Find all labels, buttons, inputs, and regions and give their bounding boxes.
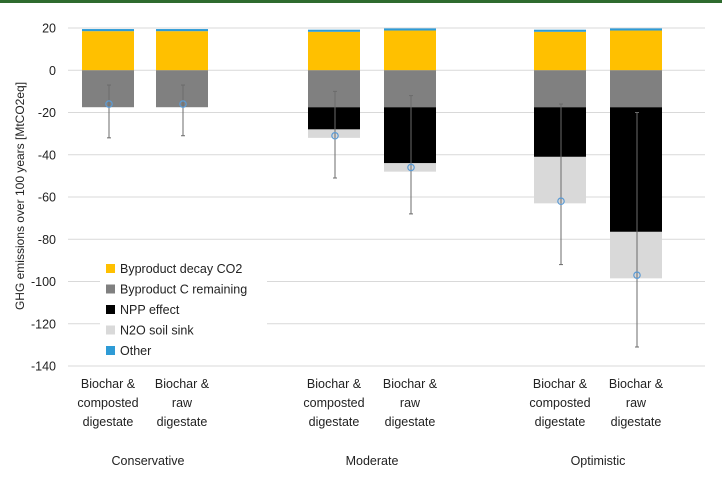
y-tick-label: 20 <box>42 22 56 36</box>
x-category-label: composted <box>529 396 590 410</box>
y-axis-label: GHG emissions over 100 years [MtCO2eq] <box>13 82 27 310</box>
legend-swatch <box>106 305 115 314</box>
y-tick-label: -60 <box>38 191 56 205</box>
legend-entry: N2O soil sink <box>120 324 194 338</box>
bar-segment <box>610 30 662 71</box>
x-category-label: digestate <box>611 415 662 429</box>
y-tick-label: 0 <box>49 64 56 78</box>
y-tick-label: -140 <box>31 360 56 374</box>
x-category-label: raw <box>626 396 647 410</box>
bar-segment <box>534 31 586 71</box>
bar-segment <box>308 31 360 71</box>
y-tick-label: -120 <box>31 317 56 331</box>
bar-segment <box>82 29 134 32</box>
x-category-label: composted <box>303 396 364 410</box>
x-category-label: digestate <box>157 415 208 429</box>
net-marker <box>179 100 187 108</box>
x-category-label: raw <box>172 396 193 410</box>
x-category-label: digestate <box>385 415 436 429</box>
group-label: Moderate <box>346 454 399 468</box>
y-tick-label: -40 <box>38 148 56 162</box>
net-marker <box>105 100 113 108</box>
bar-segment <box>534 29 586 32</box>
x-category-label: digestate <box>535 415 586 429</box>
x-category-label: raw <box>400 396 421 410</box>
legend-entry: Byproduct decay CO2 <box>120 262 242 276</box>
bar-segment <box>156 70 208 108</box>
legend-entry: NPP effect <box>120 303 180 317</box>
bar-segment <box>384 70 436 108</box>
net-marker <box>633 271 641 279</box>
x-category-label: Biochar & <box>533 377 588 391</box>
bar-segment <box>308 129 360 138</box>
x-category-label: Biochar & <box>155 377 210 391</box>
x-category-label: digestate <box>83 415 134 429</box>
bar-segment <box>308 29 360 32</box>
bar-segment <box>610 28 662 31</box>
bar-segment <box>156 31 208 71</box>
bar-segment <box>384 30 436 71</box>
legend-entry: Byproduct C remaining <box>120 283 247 297</box>
bar-segment <box>82 70 134 108</box>
y-tick-label: -100 <box>31 275 56 289</box>
bar-segment <box>534 70 586 108</box>
legend-swatch <box>106 264 115 273</box>
y-tick-label: -20 <box>38 106 56 120</box>
net-marker <box>331 131 339 140</box>
x-category-label: Biochar & <box>383 377 438 391</box>
bar-segment <box>308 107 360 130</box>
x-category-label: composted <box>77 396 138 410</box>
x-category-label: Biochar & <box>81 377 136 391</box>
bar-segment <box>610 70 662 108</box>
legend-swatch <box>106 325 115 335</box>
bar-segment <box>308 70 360 108</box>
bar-segment <box>384 163 436 172</box>
group-label: Conservative <box>112 454 185 468</box>
bar-segment <box>534 156 586 204</box>
net-marker <box>557 197 565 206</box>
bar-segment <box>156 29 208 32</box>
top-rule <box>0 0 722 3</box>
legend-swatch <box>106 284 115 294</box>
legend-box <box>100 257 267 360</box>
bar-segment <box>610 231 662 279</box>
bar-segment <box>534 107 586 157</box>
net-marker <box>407 163 415 172</box>
legend-entry: Other <box>120 344 151 358</box>
bar-segment <box>610 107 662 232</box>
x-category-label: Biochar & <box>609 377 664 391</box>
x-category-label: Biochar & <box>307 377 362 391</box>
group-label: Optimistic <box>571 454 626 468</box>
bar-segment <box>384 107 436 164</box>
legend-swatch <box>106 346 115 355</box>
x-category-label: digestate <box>309 415 360 429</box>
bar-segment <box>384 28 436 31</box>
bar-segment <box>82 31 134 71</box>
y-tick-label: -80 <box>38 233 56 247</box>
